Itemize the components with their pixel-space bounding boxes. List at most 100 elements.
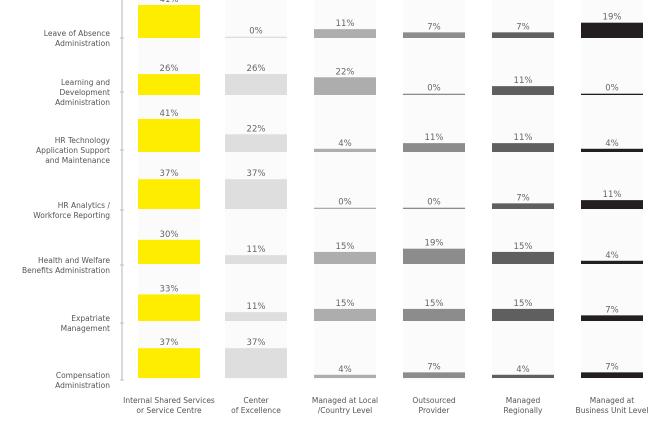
bar [138,239,200,264]
data-label: 7% [427,362,441,372]
bar [138,4,200,39]
data-label: 11% [336,19,355,29]
series-label: Managed Regionally [504,396,543,415]
category-label: Leave of Absence Administration [44,29,111,48]
bar [581,93,643,95]
bar [581,200,643,209]
data-label: 37% [247,338,266,348]
category-label: Health and Welfare Benefits Administratio… [22,256,110,275]
data-label: 4% [516,365,530,375]
data-label: 33% [160,284,179,294]
data-label: 11% [514,133,533,143]
data-label: 22% [247,124,266,134]
series-label: Outsourced Provider [412,396,456,415]
data-label: 7% [605,305,619,315]
bar [314,207,376,209]
bar [403,207,465,209]
data-label: 41% [160,109,179,119]
category-labels: Leave of Absence Administration Learning a… [22,29,124,390]
category-label: Learning and Development Administration [55,78,110,107]
bar [492,143,554,152]
bar [314,29,376,38]
column-background [314,0,376,380]
bar [314,77,376,95]
data-label: 15% [425,299,444,309]
bar [314,251,376,264]
bar [138,179,200,209]
data-label: 15% [336,299,355,309]
bar [403,248,465,264]
column-backgrounds [138,0,643,380]
data-label: 37% [160,169,179,179]
series-label: Managed at Local/Country Level [312,396,378,415]
category-label: HR Analytics / Workforce Reporting [33,201,110,220]
data-label: 37% [247,169,266,179]
category-label: HR Technology Application Support and Main… [36,136,111,165]
data-label: 11% [247,245,266,255]
bar [403,93,465,95]
bar [314,308,376,321]
data-label: 4% [605,251,619,261]
bar [492,203,554,209]
data-label: 7% [605,362,619,372]
bar [492,308,554,321]
bar [581,372,643,378]
data-label: 19% [425,239,444,249]
series-label: Internal Shared Services or Service Centr… [123,396,215,415]
bar [492,374,554,378]
chart-marks: 41% 26% 41% 37% 30% 33% 37% 0% 26% 22% 37% 11% 11% 37… [138,0,643,378]
data-label: 15% [514,242,533,252]
data-label: 30% [160,230,179,240]
data-label: 26% [160,64,179,74]
data-label: 4% [338,139,352,149]
data-label: 0% [427,84,441,94]
series-label: Center of Excellence [231,396,281,415]
bar [314,374,376,378]
data-label: 7% [516,193,530,203]
series-labels: Internal Shared Services or Service Centr… [123,396,648,415]
column-background [492,0,554,380]
data-label: 41% [160,0,179,5]
data-label: 11% [603,190,622,200]
bar [225,134,287,152]
data-label: 4% [605,139,619,149]
data-label: 7% [516,22,530,32]
category-label: Compensation Administration [55,371,110,390]
bar [492,251,554,264]
bar [225,312,287,321]
data-label: 4% [338,365,352,375]
bar [225,255,287,264]
data-label: 19% [603,13,622,23]
bar [581,260,643,264]
data-label: 22% [336,67,355,77]
bar [403,372,465,378]
data-label: 15% [336,242,355,252]
data-label: 11% [514,76,533,86]
data-label: 0% [249,27,263,37]
data-label: 7% [427,22,441,32]
bar [492,32,554,38]
category-label: Expatriate Management [61,314,111,333]
data-label: 0% [338,198,352,208]
bar [225,179,287,209]
bar [225,74,287,95]
data-label: 11% [247,302,266,312]
bar [314,148,376,152]
bar [225,36,287,38]
bar [138,74,200,95]
data-label: 11% [425,133,444,143]
bar [138,294,200,321]
data-label: 15% [514,299,533,309]
bar [403,32,465,38]
bar [581,148,643,152]
bar [581,22,643,38]
bar [138,118,200,152]
bar [581,315,643,321]
bar [403,143,465,152]
series-label: Managed at Business Unit Level [576,396,649,415]
bar [492,86,554,95]
bar [403,308,465,321]
data-label: 0% [605,84,619,94]
data-label: 0% [427,198,441,208]
